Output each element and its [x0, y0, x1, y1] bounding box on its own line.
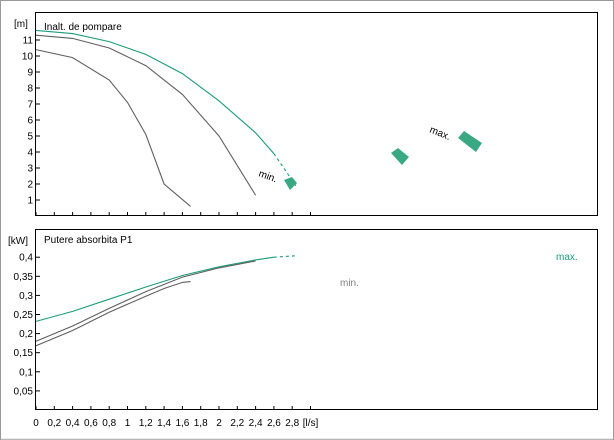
x-tick-label: 0,6 [84, 418, 98, 429]
max-curve-marker [458, 131, 482, 152]
y-tick-label: 3 [27, 164, 33, 175]
power-panel-title: Putere absorbita P1 [44, 235, 133, 246]
y-tick-label: 6 [27, 116, 33, 127]
y-tick-label: 2 [27, 180, 33, 191]
y-tick-label: 0,3 [19, 291, 33, 302]
x-tick-label: 2,6 [267, 418, 281, 429]
curves-layer [35, 29, 298, 347]
x-tick-label: 1,2 [139, 418, 153, 429]
x-tick-label: 0 [33, 418, 39, 429]
y-tick-label: 0,4 [19, 253, 33, 264]
y-tick-label: 0,25 [14, 310, 34, 321]
x-tick-label: 2,2 [230, 418, 244, 429]
curve-middle-line [35, 260, 256, 342]
curve-min-line [35, 281, 191, 347]
x-tick-label: [l/s] [303, 418, 319, 429]
power-y-axis-unit: [kW] [8, 236, 28, 247]
y-tick-label: 11 [23, 36, 34, 47]
y-tick-label: 0,1 [19, 367, 33, 378]
x-tick-label: 1,8 [194, 418, 208, 429]
x-tick-label: 1,6 [175, 418, 189, 429]
y-tick-label: 7 [27, 100, 33, 111]
y-tick-label: 1 [27, 196, 33, 207]
head-panel-frame [35, 12, 598, 216]
y-tick-label: 4 [27, 148, 33, 159]
x-tick-label: 2,8 [285, 418, 299, 429]
power-panel-frame [35, 229, 598, 410]
power-max-curve-label: max. [556, 252, 578, 263]
curve-middle-line [35, 34, 257, 196]
power-min-curve-label: min. [340, 278, 359, 289]
x-tick-label: 2 [216, 418, 222, 429]
x-tick-label: 1,4 [157, 418, 171, 429]
min-curve-marker [284, 177, 297, 190]
curve-min-line [35, 49, 191, 207]
y-tick-label: 0,2 [19, 329, 33, 340]
head-y-axis-unit: [m] [14, 19, 28, 30]
curve-max-line [35, 29, 275, 154]
x-tick-label: 0,2 [47, 418, 61, 429]
x-tick-label: 0,4 [66, 418, 80, 429]
middle-curve-marker [391, 148, 409, 165]
y-tick-label: 0,35 [14, 272, 34, 283]
y-tick-label: 0,15 [14, 348, 34, 359]
x-tick-label: 0,8 [102, 418, 116, 429]
x-tick-label: 2,4 [249, 418, 263, 429]
y-tick-label: 8 [27, 84, 33, 95]
y-tick-label: 5 [27, 132, 33, 143]
y-tick-label: 0,05 [14, 386, 34, 397]
x-tick-label: 1 [125, 418, 131, 429]
curve-extension-dashed-line [273, 255, 297, 258]
y-tick-label: 10 [22, 52, 34, 63]
curve-max-line [35, 256, 274, 322]
axes-layer: 12345678910110,050,10,150,20,250,30,350,… [14, 36, 319, 430]
y-tick-label: 9 [27, 68, 33, 79]
head-panel-title: Inalt. de pompare [44, 22, 122, 33]
curve-extension-dashed-line [273, 153, 298, 188]
